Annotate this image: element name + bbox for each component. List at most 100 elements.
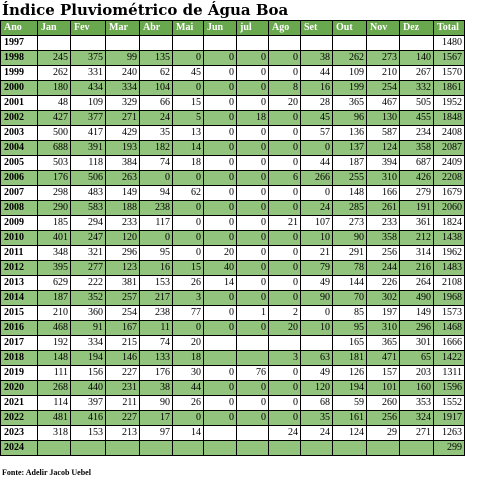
month-cell: 0	[236, 80, 269, 96]
month-cell: 120	[300, 380, 333, 396]
table-row: 2015 210 360 254 238 77 0 1 2 0 85 197 149 1573	[0, 305, 465, 321]
month-cell: 14	[172, 140, 204, 156]
month-cell: 94	[139, 185, 173, 201]
month-cell: 165	[332, 335, 367, 351]
month-cell: 0	[203, 80, 237, 96]
month-cell: 0	[268, 410, 301, 426]
table-row: 2010 401 247 120 0 0 0 0 0 10 90 358 212 1438	[0, 230, 465, 246]
month-cell: 38	[139, 380, 173, 396]
month-cell: 18	[236, 110, 269, 126]
month-cell: 0	[203, 410, 237, 426]
month-cell: 59	[332, 395, 367, 411]
month-cell: 101	[366, 380, 400, 396]
month-cell: 109	[70, 95, 106, 111]
source-note: Fonte: Adelir Jacob Uebel	[2, 468, 91, 477]
month-cell: 188	[105, 200, 140, 216]
month-cell: 391	[70, 140, 106, 156]
month-cell: 0	[268, 125, 301, 141]
month-cell: 17	[139, 410, 173, 426]
month-cell	[172, 440, 204, 456]
month-cell: 0	[203, 230, 237, 246]
month-cell: 3	[172, 290, 204, 306]
month-cell	[300, 440, 333, 456]
month-cell	[236, 350, 269, 366]
table-row: 2005 503 118 384 74 18 0 0 0 44 187 394 687 2409	[0, 155, 465, 171]
month-cell: 254	[366, 80, 400, 96]
month-cell: 426	[399, 170, 434, 186]
month-cell: 0	[203, 185, 237, 201]
month-cell: 0	[203, 320, 237, 336]
month-cell: 263	[105, 170, 140, 186]
month-cell: 467	[366, 95, 400, 111]
table-row: 1998 245 375 99 135 0 0 0 0 38 262 273 140 1567	[0, 50, 465, 66]
column-header: Abr	[139, 20, 173, 36]
month-cell: 255	[332, 170, 367, 186]
month-cell: 199	[332, 80, 367, 96]
month-cell: 271	[399, 425, 434, 441]
month-cell: 14	[172, 425, 204, 441]
month-cell: 24	[300, 425, 333, 441]
month-cell: 0	[236, 185, 269, 201]
month-cell: 0	[236, 50, 269, 66]
month-cell: 15	[172, 260, 204, 276]
month-cell: 21	[300, 245, 333, 261]
month-cell	[300, 35, 333, 51]
month-cell: 107	[300, 215, 333, 231]
month-cell: 279	[399, 185, 434, 201]
month-cell	[236, 425, 269, 441]
year-cell: 2014	[0, 290, 38, 306]
month-cell: 6	[268, 170, 301, 186]
month-cell: 91	[70, 320, 106, 336]
table-row: 2020 268 440 231 38 44 0 0 0 120 194 101 160 1596	[0, 380, 465, 396]
month-cell: 187	[332, 155, 367, 171]
month-cell: 74	[139, 335, 173, 351]
month-cell: 0	[203, 200, 237, 216]
month-cell: 290	[37, 200, 71, 216]
month-cell: 10	[300, 230, 333, 246]
month-cell: 0	[236, 200, 269, 216]
month-cell: 227	[105, 410, 140, 426]
month-cell: 0	[300, 305, 333, 321]
month-cell	[139, 440, 173, 456]
month-cell: 256	[366, 245, 400, 261]
month-cell	[366, 440, 400, 456]
table-row: 2000 180 434 334 104 0 0 0 8 16 199 254 332 1861	[0, 80, 465, 96]
month-cell: 153	[70, 425, 106, 441]
table-row: 2018 148 194 146 133 18 3 63 181 471 65 1422	[0, 350, 465, 366]
total-cell: 2409	[433, 155, 465, 171]
month-cell: 0	[203, 140, 237, 156]
month-cell: 148	[37, 350, 71, 366]
month-cell: 123	[105, 260, 140, 276]
month-cell: 66	[139, 95, 173, 111]
month-cell: 124	[366, 140, 400, 156]
month-cell: 0	[203, 125, 237, 141]
column-header: jul	[236, 20, 269, 36]
total-cell: 1480	[433, 35, 465, 51]
column-header: Nov	[366, 20, 400, 36]
month-cell: 234	[399, 125, 434, 141]
month-cell: 114	[37, 395, 71, 411]
month-cell: 0	[236, 395, 269, 411]
month-cell: 233	[105, 215, 140, 231]
month-cell: 377	[70, 110, 106, 126]
month-cell: 0	[268, 65, 301, 81]
month-cell	[236, 440, 269, 456]
column-header: Jun	[203, 20, 237, 36]
month-cell: 285	[332, 200, 367, 216]
month-cell: 38	[300, 50, 333, 66]
month-cell: 215	[105, 335, 140, 351]
table-header-row: Ano Jan Fev Mar Abr Mai Jun jul Ago Set Out Nov Dez T…	[0, 20, 465, 36]
year-cell: 1998	[0, 50, 38, 66]
month-cell: 0	[268, 290, 301, 306]
month-cell: 0	[236, 320, 269, 336]
table-row: 1997 1480	[0, 35, 465, 51]
month-cell	[139, 35, 173, 51]
column-header: Set	[300, 20, 333, 36]
month-cell: 95	[139, 245, 173, 261]
month-cell	[37, 440, 71, 456]
month-cell: 30	[172, 365, 204, 381]
year-cell: 2019	[0, 365, 38, 381]
month-cell	[203, 335, 237, 351]
month-cell: 24	[268, 425, 301, 441]
month-cell: 193	[105, 140, 140, 156]
